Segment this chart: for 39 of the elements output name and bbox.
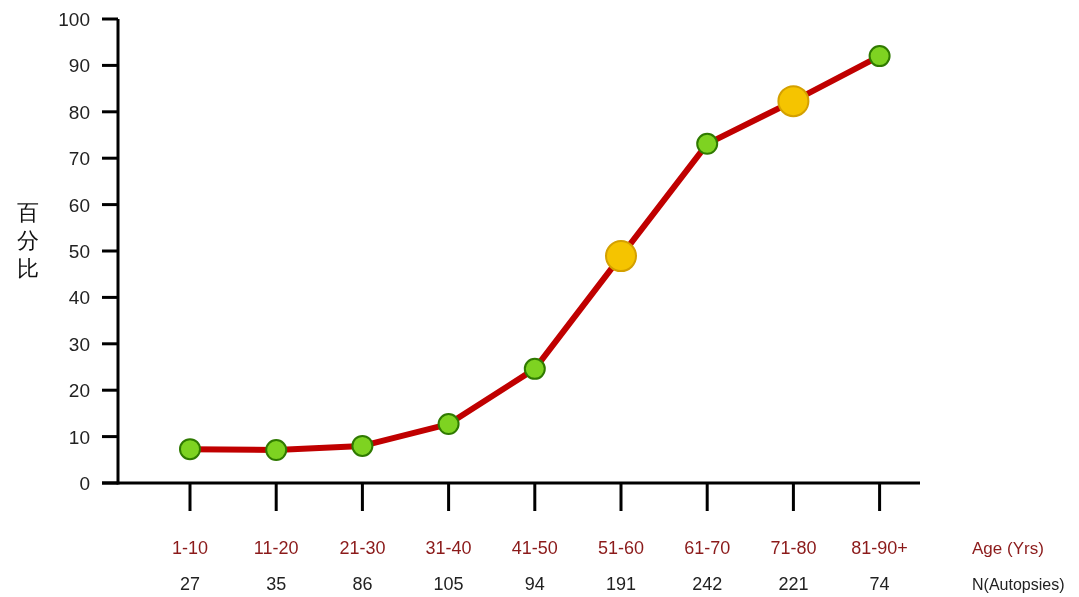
y-tick-label: 80 — [68, 101, 90, 123]
text: 221 — [778, 574, 809, 594]
point — [696, 132, 719, 155]
x-tick-label: 21-30 — [339, 538, 386, 558]
text: 242 — [692, 574, 723, 594]
point — [351, 434, 374, 457]
x-tick-label: 41-50 — [511, 538, 558, 558]
x-tick-label: 71-80 — [770, 538, 817, 558]
x-tick-label: 51-60 — [597, 538, 645, 558]
x-tick-label: 31-40 — [425, 538, 472, 558]
y-tick-label: 30 — [68, 333, 90, 355]
x-tick-label: 81-90+ — [851, 538, 908, 558]
y-tick-label: 20 — [68, 380, 90, 402]
text: 86 — [352, 574, 373, 594]
y-tick-label: 90 — [68, 55, 90, 77]
text: 27 — [179, 574, 201, 594]
y-tick-label: 70 — [68, 148, 90, 170]
text: 105 — [433, 574, 464, 594]
y-tick-label: 100 — [58, 9, 90, 30]
x-tick-label: 1-10 — [171, 538, 209, 558]
point — [265, 439, 288, 462]
text: 191 — [605, 574, 637, 594]
point — [868, 45, 891, 68]
text: 74 — [869, 574, 890, 594]
point — [179, 438, 201, 461]
x-axis-title: Age (Yrs) — [972, 539, 1044, 558]
text: 94 — [524, 574, 545, 594]
y-tick-label: 0 — [79, 473, 90, 494]
text: 35 — [266, 574, 287, 594]
y-tick-label: 40 — [68, 287, 90, 309]
y-tick-label: 10 — [68, 426, 90, 448]
point — [437, 413, 460, 436]
x-tick-label: 61-70 — [684, 538, 731, 558]
y-tick-label: 50 — [68, 241, 90, 262]
y-tick-label: 60 — [68, 194, 90, 216]
x-tick-label: 11-20 — [253, 538, 299, 558]
point — [523, 357, 546, 380]
text: N(Autopsies) — [972, 576, 1065, 593]
y-axis-title: 百分比 — [17, 200, 39, 281]
